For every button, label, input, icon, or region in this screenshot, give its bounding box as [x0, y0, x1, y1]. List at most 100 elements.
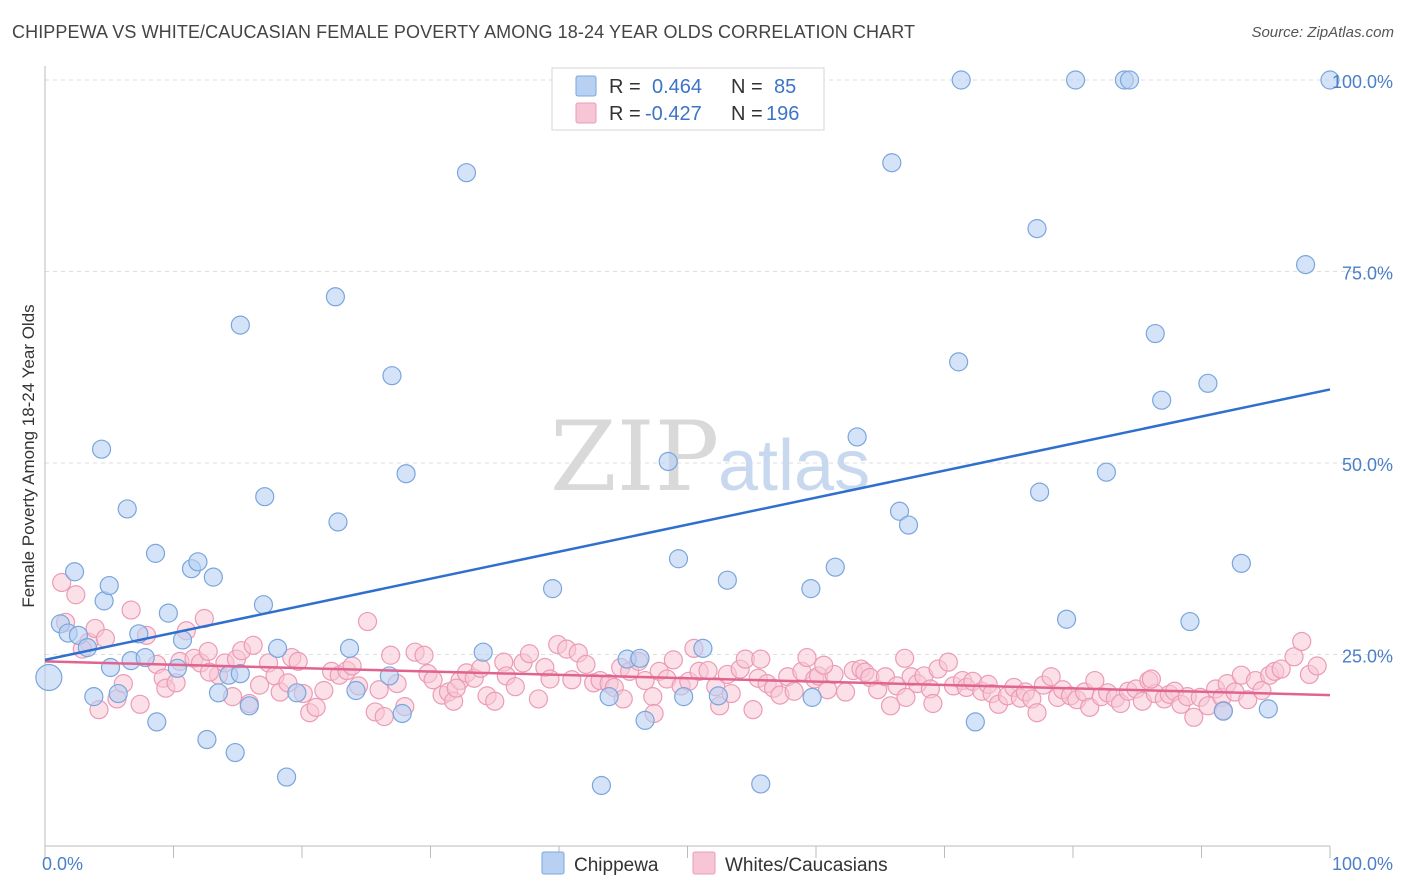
chippewa-point [1029, 482, 1050, 502]
whites-caucasians-point [784, 681, 804, 701]
chippewa-point [267, 638, 288, 658]
chippewa-point [708, 686, 728, 706]
chippewa-point [825, 557, 845, 577]
whites-caucasians-point [199, 662, 220, 682]
chippewa-points [35, 70, 1340, 796]
legend-r-value-2: -0.427 [645, 103, 702, 125]
chippewa-point [1180, 611, 1200, 632]
chippewa-point [35, 663, 63, 692]
chippewa-point [1198, 373, 1218, 393]
chippewa-point [1295, 255, 1316, 275]
whites-caucasians-point [121, 600, 141, 620]
chippewa-trend-line [44, 388, 1331, 662]
chippewa-point [145, 543, 166, 563]
whites-caucasians-point [130, 694, 150, 714]
x-tick-labels: 0.0% 100.0% [42, 854, 1393, 874]
chippewa-point [276, 767, 297, 787]
whites-caucasians-point [895, 648, 915, 668]
whites-caucasians-point [923, 693, 943, 714]
legend-n-value-1: 85 [774, 76, 796, 98]
chippewa-point [658, 451, 678, 472]
whites-caucasians-point [1284, 647, 1304, 667]
legend-r-value-1: 0.464 [652, 76, 702, 98]
chippewa-point [100, 657, 121, 678]
chippewa-point [158, 603, 178, 623]
whites-caucasians-point [663, 650, 683, 670]
bottom-legend-swatch-whites [692, 851, 716, 875]
whites-caucasians-point [249, 675, 270, 695]
chippewa-point [230, 664, 250, 684]
chippewa-point [1258, 699, 1278, 719]
y-tick-label: 50.0% [1342, 455, 1393, 475]
whites-caucasians-point [562, 670, 582, 690]
chippewa-point [635, 710, 655, 730]
whites-caucasians-point [576, 654, 596, 675]
chippewa-point [847, 427, 867, 447]
chippewa-point [542, 579, 563, 599]
whites-caucasians-point [1238, 690, 1258, 710]
whites-caucasians-point [1271, 659, 1291, 679]
whites-caucasians-point [342, 656, 362, 676]
whites-caucasians-trend-line [44, 660, 1331, 697]
chippewa-point [965, 712, 985, 732]
whites-caucasians-point [52, 572, 72, 593]
chippewa-point [346, 680, 366, 701]
chippewa-point [392, 703, 412, 724]
whites-caucasians-point [528, 689, 549, 709]
chippewa-point [253, 595, 274, 615]
chippewa-point [225, 742, 245, 763]
x-tick-label: 0.0% [42, 854, 83, 874]
whites-caucasians-point [485, 691, 505, 711]
chippewa-point [801, 579, 821, 599]
chippewa-point [1320, 70, 1340, 90]
chippewa-point [1213, 701, 1233, 721]
chippewa-point [147, 712, 167, 732]
whites-caucasians-point [314, 680, 334, 701]
chippewa-point [898, 515, 919, 535]
bottom-legend-label-whites: Whites/Caucasians [725, 855, 888, 876]
whites-caucasians-point [797, 647, 817, 668]
whites-caucasians-point [1027, 703, 1047, 723]
chippewa-point [1119, 70, 1140, 90]
legend-n-value-2: 196 [766, 103, 799, 125]
chippewa-point [456, 163, 477, 183]
chippewa-point [882, 153, 902, 173]
chippewa-point [208, 683, 229, 703]
legend-r-label-2: R = [609, 103, 641, 125]
chippewa-point [889, 501, 910, 521]
chippewa-point [802, 687, 822, 707]
chippewa-point [230, 315, 250, 335]
chippewa-point [396, 464, 416, 484]
chippewa-point [99, 575, 119, 596]
chippewa-point [64, 562, 85, 582]
whites-caucasians-point [369, 680, 389, 700]
series-legend: Chippewa Whites/Caucasians [541, 851, 888, 876]
chippewa-point [203, 567, 223, 587]
legend-r-label-1: R = [609, 76, 641, 98]
chippewa-point [717, 570, 737, 590]
y-tick-labels: 25.0% 50.0% 75.0% 100.0% [1332, 72, 1393, 667]
chippewa-point [197, 729, 217, 750]
whites-caucasians-point [505, 677, 525, 697]
whites-caucasians-point [698, 660, 718, 681]
whites-caucasians-point [814, 655, 834, 675]
y-tick-label: 75.0% [1342, 264, 1393, 284]
whites-caucasians-point [446, 678, 466, 698]
chippewa-point [1152, 390, 1172, 410]
chippewa-point [287, 683, 307, 703]
chippewa-point [1096, 462, 1117, 482]
whites-caucasians-point [1184, 707, 1204, 727]
x-tick-label: 100.0% [1332, 854, 1393, 874]
chippewa-point [188, 552, 208, 572]
whites-caucasians-point [835, 682, 856, 702]
correlation-legend: R = 0.464 N = 85 R = -0.427 N = 196 [551, 67, 825, 131]
whites-caucasians-point [1307, 656, 1327, 676]
watermark-zip: ZIP [550, 401, 719, 513]
chart-title: CHIPPEWA VS WHITE/CAUCASIAN FEMALE POVER… [12, 22, 916, 42]
chippewa-point [84, 687, 104, 707]
bottom-legend-swatch-chippewa [541, 851, 565, 875]
chippewa-point [135, 647, 155, 668]
source-credit: Source: ZipAtlas.com [1251, 24, 1394, 41]
chippewa-point [339, 638, 360, 658]
chippewa-point [591, 775, 612, 796]
